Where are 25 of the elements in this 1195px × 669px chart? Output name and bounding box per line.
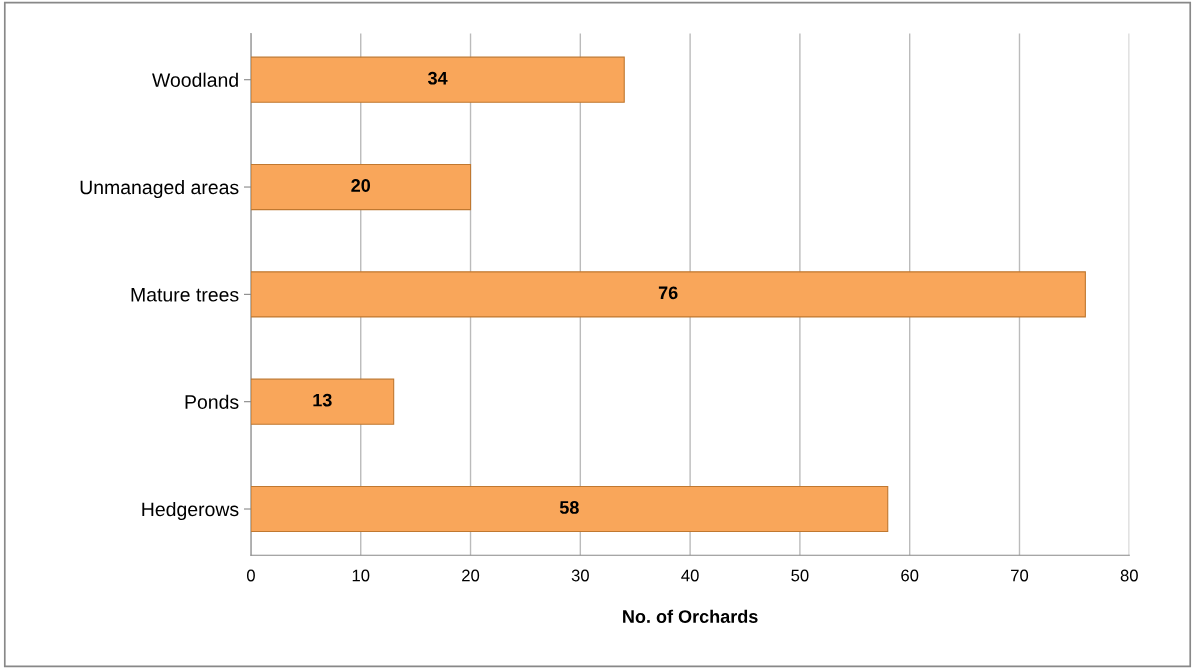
data-label: 34 xyxy=(427,71,448,85)
x-tick-label: 20 xyxy=(462,569,480,582)
data-label: 20 xyxy=(351,179,371,192)
y-tick-label: Ponds xyxy=(185,394,239,409)
data-label: 76 xyxy=(658,286,678,300)
data-label: 58 xyxy=(559,501,579,514)
bar xyxy=(250,378,395,425)
y-tick-label: Unmanaged areas xyxy=(80,179,239,199)
data-label: 13 xyxy=(313,393,332,407)
x-tick-label: 80 xyxy=(1120,569,1138,582)
bar xyxy=(250,163,472,211)
x-axis-title: No. of Orchards xyxy=(623,609,758,623)
x-tick-label: 30 xyxy=(571,569,589,582)
bar xyxy=(250,56,625,103)
bar xyxy=(250,271,1086,318)
x-tick-label: 70 xyxy=(1011,569,1029,582)
y-tick-label: Hedgerows xyxy=(142,501,239,521)
x-tick-label: 60 xyxy=(901,569,919,582)
x-tick-label: 10 xyxy=(352,569,370,582)
y-tick-label: Woodland xyxy=(152,72,238,87)
x-tick-label: 40 xyxy=(681,569,699,582)
y-tick-label: Mature trees xyxy=(131,288,239,302)
x-tick-label: 0 xyxy=(246,569,255,582)
x-tick-label: 50 xyxy=(791,569,809,582)
bar xyxy=(250,485,889,533)
